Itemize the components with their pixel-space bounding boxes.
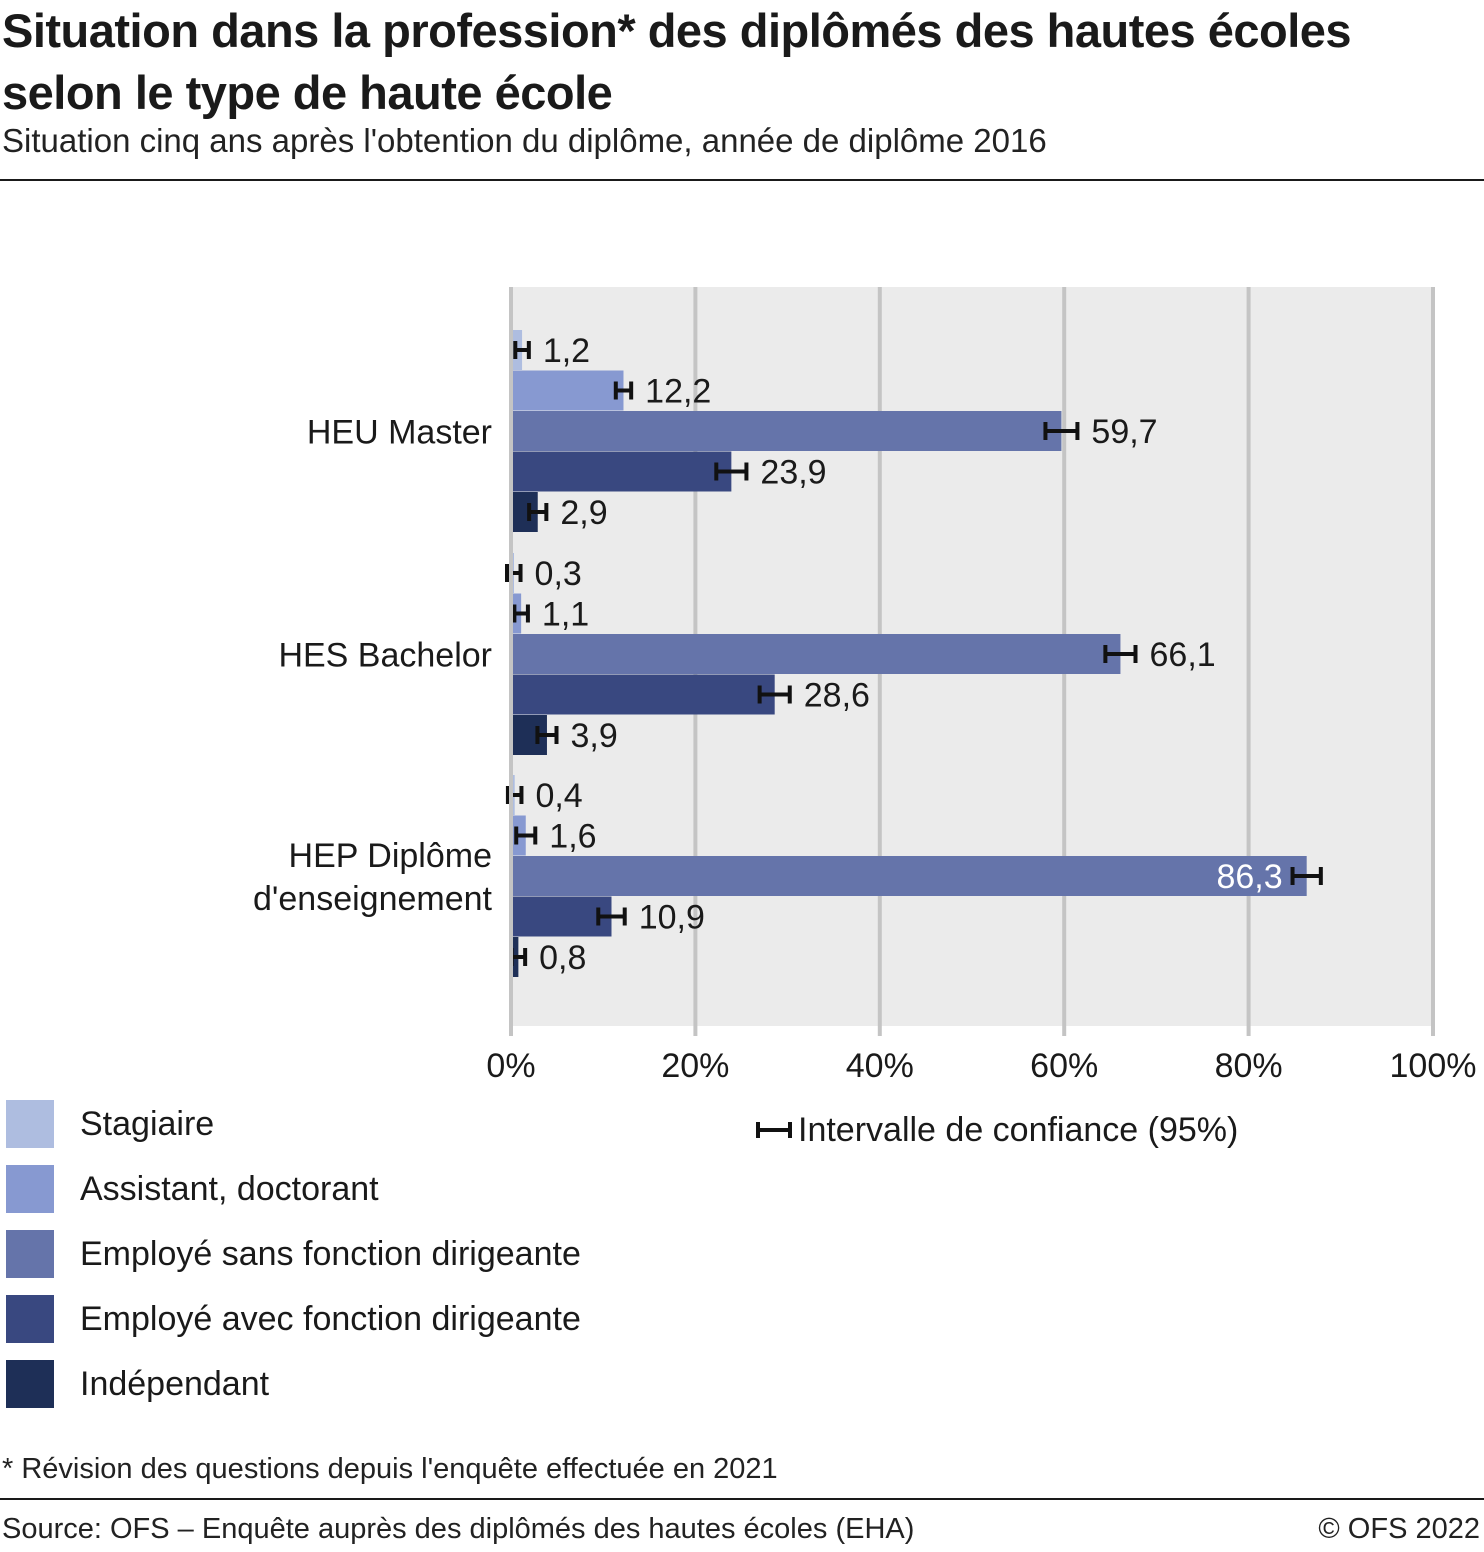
x-tick-label: 80% (1215, 1047, 1283, 1085)
data-label: 10,9 (639, 899, 705, 937)
data-label: 1,6 (549, 818, 596, 856)
data-label: 1,1 (542, 596, 589, 634)
ci-legend-label: Intervalle de confiance (95%) (798, 1111, 1239, 1149)
data-label: 0,3 (535, 555, 582, 593)
source-note: Source: OFS – Enquête auprès des diplômé… (2, 1513, 915, 1545)
bar (513, 634, 1121, 674)
footer-divider (0, 1498, 1484, 1500)
category-label: HEU Master (307, 413, 492, 451)
data-label: 59,7 (1091, 413, 1157, 451)
x-tick-label: 60% (1030, 1047, 1098, 1085)
legend-label: Stagiaire (80, 1105, 215, 1143)
legend-label: Assistant, doctorant (80, 1170, 379, 1208)
category-label: HEP Diplôme (289, 837, 492, 875)
bar (513, 370, 624, 411)
chart-subtitle: Situation cinq ans après l'obtention du … (2, 122, 1047, 159)
data-label: 0,4 (535, 777, 582, 815)
footnote: * Révision des questions depuis l'enquêt… (2, 1453, 778, 1485)
data-label: 28,6 (804, 677, 870, 715)
x-tick-label: 20% (661, 1047, 729, 1085)
legend-swatch (6, 1295, 54, 1343)
data-label: 23,9 (760, 454, 826, 492)
data-label: 86,3 (1216, 858, 1282, 896)
legend-swatch (6, 1230, 54, 1278)
legend-swatch (6, 1165, 54, 1213)
bar-chart: 0% 20% 40% 60% 80% 100% 1,2 12,2 59,7 23,9 2,9 HEU … (253, 287, 1477, 1085)
legend-label: Indépendant (80, 1365, 270, 1403)
data-label: 0,8 (539, 939, 586, 977)
data-label: 1,2 (543, 332, 590, 370)
legend-label: Employé sans fonction dirigeante (80, 1235, 581, 1273)
data-label: 66,1 (1150, 636, 1216, 674)
legend-label: Employé avec fonction dirigeante (80, 1300, 581, 1338)
bar (513, 674, 775, 715)
header-divider (0, 179, 1484, 181)
data-label: 2,9 (560, 494, 607, 532)
category-label: HES Bachelor (278, 636, 492, 674)
bar (513, 856, 1307, 896)
x-tick-label: 40% (846, 1047, 914, 1085)
error-bar-icon (756, 1122, 792, 1138)
data-label: 12,2 (645, 373, 711, 411)
bar (513, 896, 612, 937)
data-label: 3,9 (570, 717, 617, 755)
category-label: d'enseignement (253, 880, 493, 918)
bar (513, 451, 732, 492)
bar (513, 411, 1062, 451)
legend-swatch (6, 1360, 54, 1408)
x-tick-label: 100% (1390, 1047, 1477, 1085)
x-tick-label: 0% (486, 1047, 535, 1085)
legend-swatch (6, 1100, 54, 1148)
copyright: © OFS 2022 (1318, 1513, 1480, 1545)
chart-title: Situation dans la profession* des diplôm… (2, 4, 1352, 119)
